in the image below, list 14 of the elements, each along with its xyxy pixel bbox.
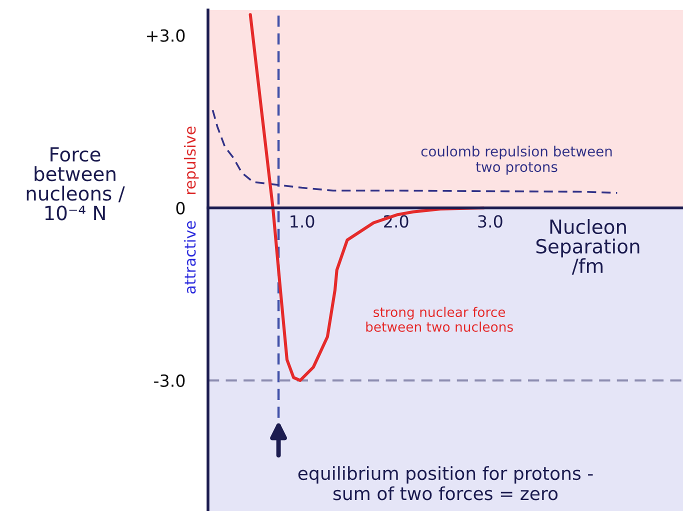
x-tick-label: 2.0 xyxy=(384,215,408,228)
y-tick-label: 0 xyxy=(176,202,185,214)
y-axis-title: Force between nucleons / 10⁻⁴ N xyxy=(26,147,125,220)
y-tick-label: -3.0 xyxy=(154,374,185,387)
band-label: attractive xyxy=(184,221,196,294)
series-label: coulomb repulsion between two protons xyxy=(421,146,612,175)
annotation: equilibrium position for protons - sum of two forces = zero xyxy=(298,466,593,500)
x-tick-label: 3.0 xyxy=(478,215,502,228)
line-series xyxy=(212,109,618,194)
y-tick-label: +3.0 xyxy=(147,29,185,42)
band-label: repulsive xyxy=(184,126,199,194)
x-tick-label: 1.0 xyxy=(290,215,314,228)
x-axis-title: Nucleon Separation /fm xyxy=(536,219,640,275)
text: strong nuclear force between two nucleons xyxy=(366,306,513,332)
